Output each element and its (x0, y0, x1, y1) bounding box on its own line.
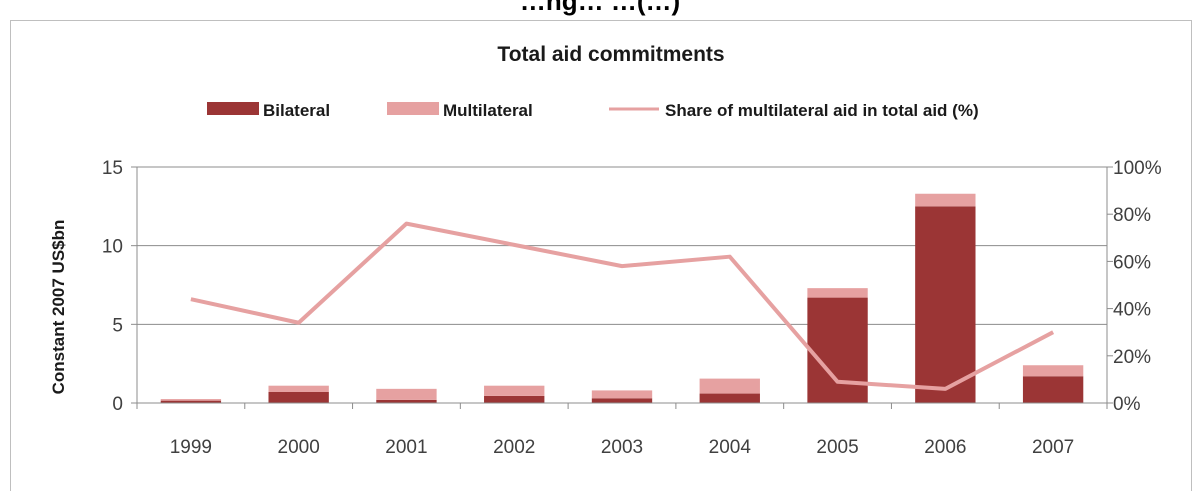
y2-tick-label: 80% (1113, 205, 1151, 226)
bar-multilateral (484, 386, 544, 396)
bar-multilateral (161, 399, 221, 401)
x-tick-label: 2006 (924, 437, 966, 458)
bar-bilateral (268, 392, 328, 403)
y-tick-label: 10 (102, 237, 123, 258)
y-tick-label: 0 (112, 394, 123, 415)
legend-label: Bilateral (263, 101, 330, 120)
x-tick-label: 2002 (493, 437, 535, 458)
y2-tick-label: 60% (1113, 252, 1151, 273)
x-tick-label: 2000 (278, 437, 320, 458)
y2-tick-label: 40% (1113, 300, 1151, 321)
x-tick-label: 2003 (601, 437, 643, 458)
bar-multilateral (915, 194, 975, 207)
x-tick-label: 2005 (816, 437, 858, 458)
bar-bilateral (700, 394, 760, 403)
legend-label: Multilateral (443, 101, 533, 120)
bar-bilateral (1023, 376, 1083, 403)
axes: 0 5 10 15 0% 20% 40% 60% 80% 100% 1999 2000 2001 2002… (102, 158, 1162, 458)
y-axis-label: Constant 2007 US$bn (49, 220, 68, 395)
bar-bilateral (807, 298, 867, 403)
x-tick-label: 1999 (170, 437, 212, 458)
legend-swatch (387, 102, 439, 115)
bar-multilateral (592, 390, 652, 398)
legend-swatch (207, 102, 259, 115)
x-tick-label: 2007 (1032, 437, 1074, 458)
legend-label: Share of multilateral aid in total aid (… (665, 101, 979, 120)
bar-multilateral (700, 379, 760, 394)
y-tick-label: 5 (112, 315, 123, 336)
bar-bilateral (592, 398, 652, 403)
bar-multilateral (268, 386, 328, 392)
bar-bilateral (484, 396, 544, 403)
y2-tick-label: 100% (1113, 158, 1162, 179)
bar-multilateral (807, 288, 867, 297)
chart-title: Total aid commitments (497, 43, 724, 66)
page-title: …ng… …(…) (0, 0, 1200, 17)
x-tick-label: 2004 (709, 437, 752, 458)
legend: Bilateral Multilateral Share of multilater… (207, 101, 979, 120)
bar-multilateral (1023, 365, 1083, 376)
y2-tick-label: 0% (1113, 394, 1141, 415)
y-tick-label: 15 (102, 158, 123, 179)
combo-chart: Total aid commitments Bilateral Multilate… (11, 21, 1191, 491)
bar-bilateral (915, 206, 975, 403)
bar-multilateral (376, 389, 436, 400)
chart-frame: Total aid commitments Bilateral Multilate… (10, 20, 1192, 491)
y2-tick-label: 20% (1113, 347, 1151, 368)
bars (161, 194, 1084, 403)
x-tick-label: 2001 (385, 437, 427, 458)
